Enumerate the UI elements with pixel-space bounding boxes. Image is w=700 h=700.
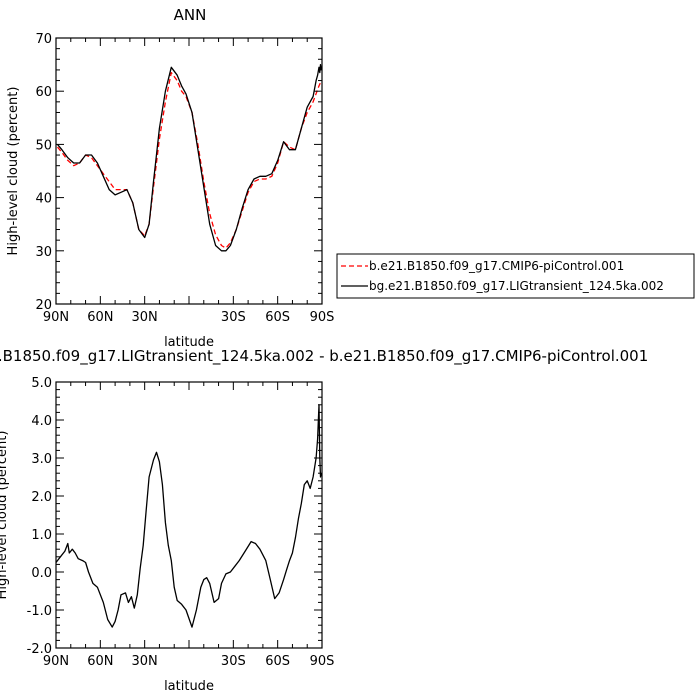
x-tick-label: 30N: [132, 310, 158, 325]
y-tick-label: 60: [35, 85, 52, 100]
series-line-f09_g17: [56, 63, 322, 252]
x-tick-label: 30S: [221, 310, 246, 325]
legend-box: [336, 253, 695, 299]
y-tick-label: 2.0: [31, 490, 52, 505]
series-line-difference: [55, 404, 322, 628]
y-tick-label: 4.0: [31, 414, 52, 429]
top-panel: ANN 20 30 40 50 60 70 90N 60N 30N 30S 60S 90S latit…: [6, 6, 334, 350]
x-tick-label: 30S: [221, 654, 246, 669]
bottom-panel: bg.e21.B1850.f09_g17.LIGtransient_124.5k…: [0, 347, 648, 694]
top-x-axis-label: latitude: [164, 335, 214, 350]
y-tick-label: 1.0: [31, 528, 52, 543]
x-tick-label: 60N: [87, 654, 113, 669]
y-tick-label: -1.0: [27, 604, 52, 619]
x-tick-label: 60S: [265, 654, 290, 669]
y-tick-label: 70: [35, 32, 52, 47]
legend-entry-piControl: b.e21.B1850.f09_g17.CMIP6-piControl.001: [369, 259, 624, 273]
y-tick-label: 5.0: [31, 376, 52, 391]
y-tick-label: 20: [35, 298, 52, 313]
y-tick-label: 50: [35, 138, 52, 153]
bottom-x-axis-label: latitude: [164, 679, 214, 694]
top-y-axis-label: High-level cloud (percent): [6, 87, 21, 256]
bottom-chart-title: bg.e21.B1850.f09_g17.LIGtransient_124.5k…: [0, 347, 648, 366]
x-tick-label: 30N: [132, 654, 158, 669]
x-tick-label: 60N: [87, 310, 113, 325]
top-plot-frame: [55, 37, 323, 305]
y-tick-label: 3.0: [31, 452, 52, 467]
bottom-y-axis-label: High-level cloud (percent): [0, 431, 10, 600]
x-tick-label: 60S: [265, 310, 290, 325]
x-tick-label: 90S: [310, 654, 335, 669]
x-tick-label: 90N: [43, 310, 69, 325]
bottom-plot-frame: [55, 381, 323, 649]
y-tick-label: 40: [35, 192, 52, 207]
legend: b.e21.B1850.f09_g17.CMIP6-piControl.001 …: [336, 253, 695, 299]
y-tick-label: 0.0: [31, 566, 52, 581]
legend-entry-LIGtransient: bg.e21.B1850.f09_g17.LIGtransient_124.5k…: [369, 279, 664, 293]
x-tick-label: 90S: [310, 310, 335, 325]
series-line-f09_g17: [56, 71, 322, 249]
y-tick-label: -2.0: [27, 642, 52, 657]
top-chart-title: ANN: [174, 6, 207, 24]
y-tick-label: 30: [35, 245, 52, 260]
x-tick-label: 90N: [43, 654, 69, 669]
